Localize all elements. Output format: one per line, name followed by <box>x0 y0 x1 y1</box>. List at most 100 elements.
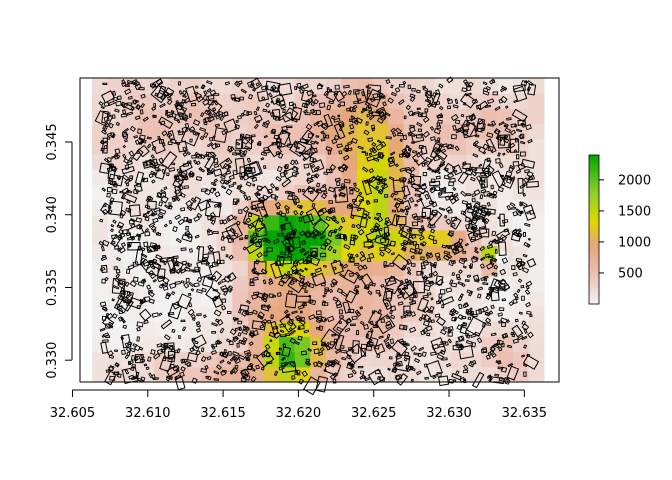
building-outline <box>254 270 261 276</box>
building-outline <box>407 84 411 90</box>
building-outline <box>178 90 183 95</box>
building-outline <box>148 173 154 179</box>
building-outline <box>132 99 138 105</box>
raster-cell <box>201 169 218 185</box>
building-outline <box>509 129 517 136</box>
raster-cell <box>341 275 358 292</box>
building-outline <box>334 348 342 354</box>
building-outline <box>517 162 526 171</box>
building-outline <box>246 80 255 88</box>
building-outline <box>456 324 463 331</box>
building-outline <box>273 370 279 377</box>
building-outline <box>364 101 371 107</box>
building-outline <box>425 252 434 260</box>
raster-cell <box>341 260 358 277</box>
building-outline <box>211 330 217 334</box>
building-outline <box>288 318 294 324</box>
building-outline <box>343 84 350 89</box>
building-outline <box>413 159 418 163</box>
building-outline <box>366 257 372 263</box>
building-outline <box>271 141 278 146</box>
building-outline <box>320 328 341 350</box>
building-outline <box>507 362 514 368</box>
building-outline <box>340 216 346 223</box>
building-outline <box>329 373 337 380</box>
building-outline <box>211 322 218 327</box>
raster-cell <box>107 245 124 261</box>
building-outline <box>438 191 454 198</box>
building-outline <box>200 168 205 173</box>
building-outline <box>193 91 199 95</box>
building-outline <box>118 309 124 315</box>
building-outline <box>456 276 462 281</box>
building-outline <box>457 281 464 286</box>
building-outline <box>109 197 115 203</box>
building-outline <box>348 186 354 191</box>
building-outline <box>257 238 263 243</box>
building-outline <box>510 331 515 336</box>
building-outline <box>523 371 527 377</box>
building-outline <box>404 205 410 212</box>
building-outline <box>213 178 219 183</box>
raster-cell <box>341 93 358 109</box>
building-outline <box>390 314 396 320</box>
building-outline <box>494 373 500 377</box>
raster-cell <box>388 245 405 261</box>
building-outline <box>257 311 265 319</box>
building-outline <box>154 163 168 180</box>
building-outline <box>109 201 113 205</box>
building-outline <box>366 200 370 203</box>
building-outline <box>454 119 461 125</box>
building-outline <box>332 378 337 384</box>
building-outline <box>380 183 389 190</box>
building-outline <box>407 148 411 152</box>
building-outline <box>151 114 156 119</box>
building-outline <box>286 270 291 275</box>
x-tick-label: 32.610 <box>125 406 171 421</box>
building-outline <box>516 210 523 217</box>
building-outline <box>196 323 201 328</box>
building-outline <box>508 142 516 149</box>
building-outline <box>120 242 126 248</box>
building-outline <box>119 209 127 217</box>
building-outline <box>401 150 408 156</box>
building-outline <box>391 213 401 227</box>
building-outline <box>436 256 442 262</box>
building-outline <box>409 166 416 173</box>
building-outline <box>439 328 447 336</box>
building-outline <box>209 264 214 269</box>
building-outline <box>468 290 473 297</box>
building-outline <box>361 91 365 97</box>
building-outline <box>422 320 430 327</box>
building-outline <box>202 314 207 319</box>
building-outline <box>155 232 162 236</box>
building-outline <box>506 117 512 121</box>
building-outline <box>214 123 220 128</box>
building-outline <box>126 268 131 275</box>
building-outline <box>338 233 347 240</box>
building-outline <box>188 170 195 177</box>
building-outline <box>127 209 132 213</box>
building-outline <box>167 350 176 363</box>
raster-cell <box>356 230 374 246</box>
building-outline <box>304 139 310 145</box>
building-outline <box>351 137 358 144</box>
building-outline <box>515 169 522 175</box>
building-outline <box>421 112 427 117</box>
building-outline <box>276 292 282 297</box>
building-outline <box>108 100 116 106</box>
raster-cell <box>185 78 202 94</box>
building-outline <box>167 130 176 142</box>
building-outline <box>317 233 322 237</box>
building-outline <box>516 260 523 267</box>
building-outline <box>234 327 241 331</box>
building-outline <box>420 145 428 155</box>
building-outline <box>207 94 215 100</box>
building-outline <box>327 208 333 215</box>
building-outline <box>297 335 303 341</box>
building-outline <box>258 217 264 223</box>
building-outline <box>150 349 156 355</box>
raster-cell <box>107 93 124 109</box>
building-outline <box>146 143 152 149</box>
building-outline <box>367 216 371 220</box>
